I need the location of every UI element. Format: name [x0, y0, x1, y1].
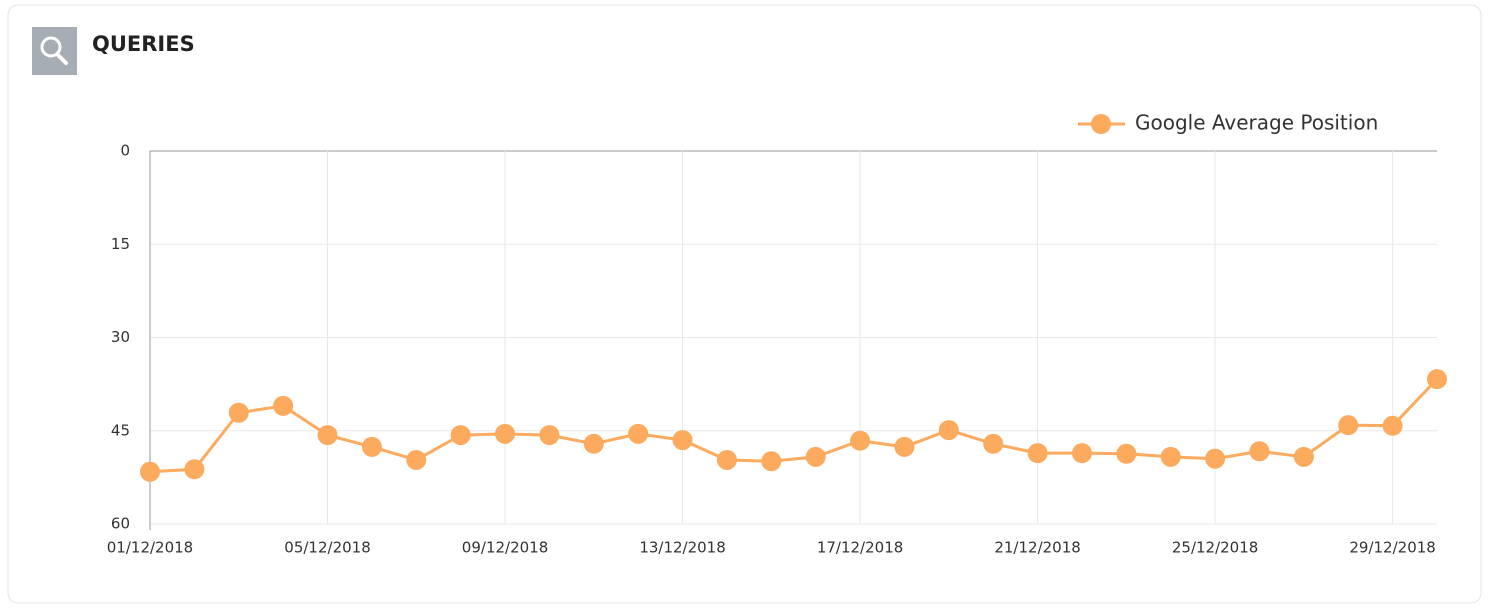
x-tick-label: 01/12/2018	[107, 539, 193, 557]
point	[1116, 443, 1137, 464]
point	[1071, 443, 1092, 464]
card	[7, 4, 1482, 604]
point	[1205, 448, 1226, 469]
point	[140, 461, 160, 482]
point	[1293, 446, 1314, 467]
x-tick-label: 25/12/2018	[1172, 539, 1258, 557]
point	[495, 423, 516, 444]
point	[805, 446, 826, 467]
point	[894, 436, 915, 457]
legend-label: Google Average Position	[1135, 111, 1378, 135]
point	[983, 433, 1004, 454]
point	[583, 433, 604, 454]
point	[850, 430, 871, 451]
point	[539, 425, 560, 446]
search-glass	[40, 36, 62, 58]
point	[1338, 415, 1359, 436]
point	[450, 425, 471, 446]
x-tick-label: 13/12/2018	[639, 539, 725, 557]
point	[317, 425, 338, 446]
x-tick-label: 29/12/2018	[1349, 539, 1435, 557]
point	[184, 459, 205, 480]
y-tick-label: 30	[111, 328, 130, 346]
x-tick-label: 09/12/2018	[462, 539, 548, 557]
panel-title: QUERIES	[92, 32, 195, 56]
point	[1427, 369, 1447, 390]
point	[228, 402, 249, 423]
point	[716, 449, 737, 470]
point	[672, 430, 693, 451]
x-tick-label: 05/12/2018	[284, 539, 370, 557]
point	[1382, 415, 1403, 436]
point	[1027, 443, 1048, 464]
point	[938, 420, 959, 441]
point	[406, 449, 427, 470]
point	[1249, 441, 1270, 462]
y-tick-label: 15	[111, 235, 130, 253]
point	[361, 436, 382, 457]
point	[1160, 446, 1181, 467]
y-tick-label: 45	[111, 421, 130, 439]
y-tick-label: 60	[111, 515, 130, 533]
point	[273, 395, 294, 416]
search-icon	[32, 27, 77, 75]
x-tick-label: 21/12/2018	[994, 539, 1080, 557]
point	[761, 451, 782, 472]
y-tick-label: 0	[120, 142, 130, 160]
legend-marker	[1091, 114, 1111, 134]
point	[628, 423, 649, 444]
search-handle	[55, 52, 68, 65]
x-tick-label: 17/12/2018	[817, 539, 903, 557]
